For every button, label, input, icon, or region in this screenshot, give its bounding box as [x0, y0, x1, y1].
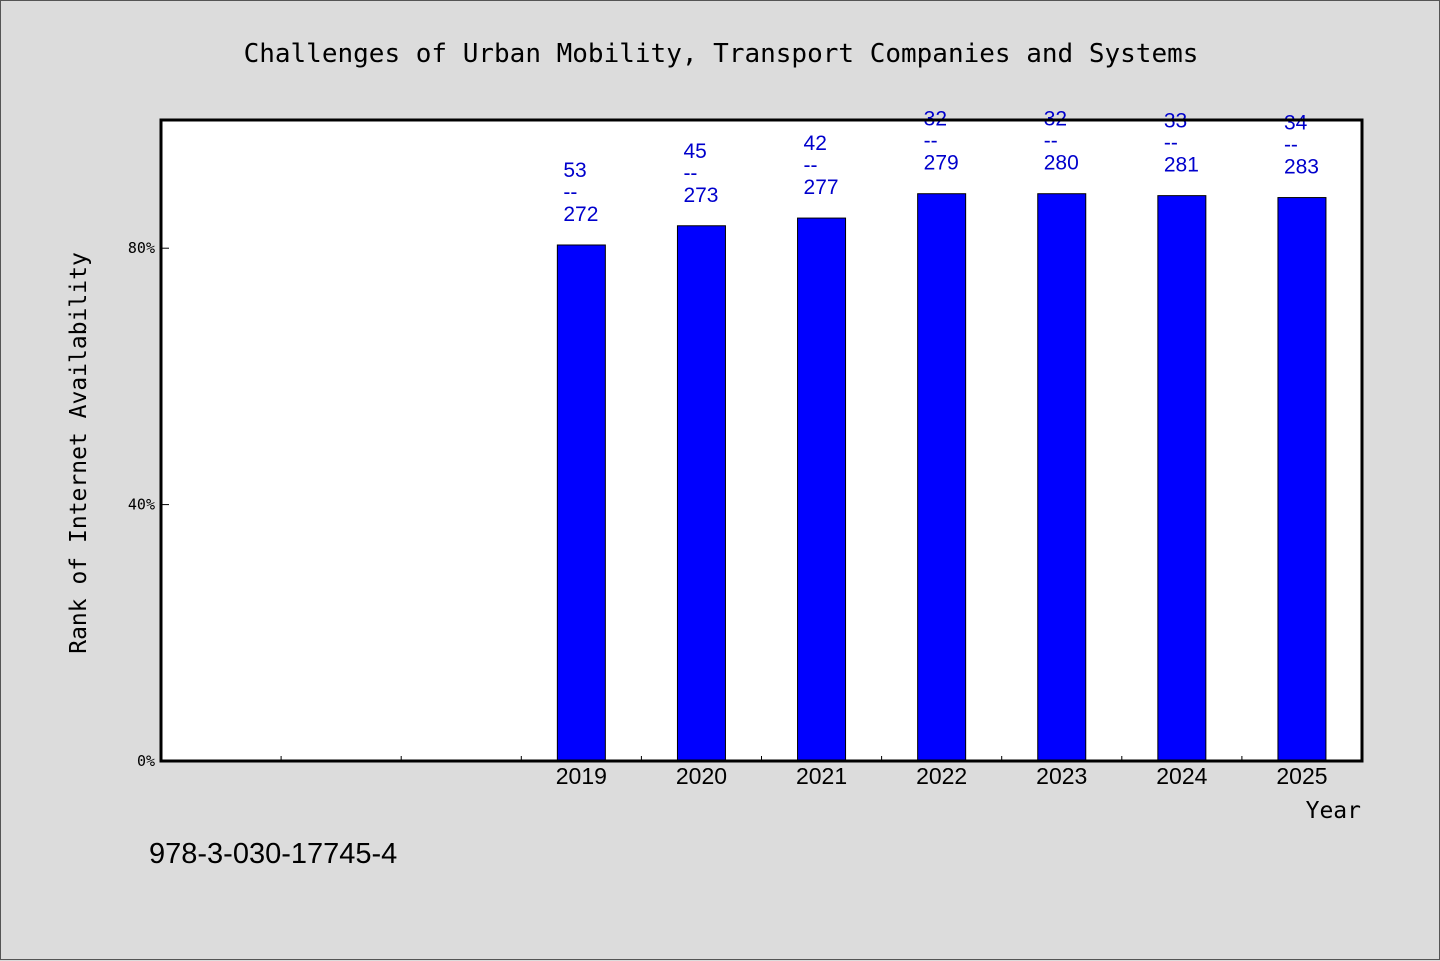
y-tick-label: 80%	[128, 239, 155, 257]
data-label: --	[563, 181, 577, 204]
x-tick-label: 2020	[676, 763, 727, 789]
x-tick-label: 2019	[556, 763, 607, 789]
data-label: --	[804, 154, 818, 177]
data-label: --	[1044, 130, 1058, 153]
y-tick-label: 0%	[137, 752, 155, 770]
data-label: 279	[924, 152, 959, 175]
data-label: 281	[1164, 154, 1199, 177]
data-label: 272	[563, 203, 598, 226]
bar	[556, 244, 606, 762]
data-label: 273	[683, 184, 718, 207]
data-label: 42	[804, 132, 827, 155]
bar	[1277, 197, 1327, 762]
bar	[1037, 193, 1087, 762]
x-tick-label: 2025	[1276, 763, 1327, 789]
bar	[676, 225, 726, 762]
bar	[797, 217, 847, 762]
data-label: --	[1164, 132, 1178, 155]
chart-title: Challenges of Urban Mobility, Transport …	[244, 39, 1199, 69]
data-label: --	[924, 130, 938, 153]
bar	[917, 193, 967, 762]
data-label: 53	[563, 159, 586, 182]
data-label: 283	[1284, 156, 1319, 179]
data-label: 34	[1284, 112, 1308, 135]
x-tick-label: 2023	[1036, 763, 1087, 789]
data-label: 280	[1044, 152, 1079, 175]
plot-border	[159, 118, 1364, 763]
footnote-isbn: 978-3-030-17745-4	[149, 838, 397, 870]
data-label: --	[1284, 134, 1298, 157]
y-tick-label: 40%	[128, 496, 155, 514]
x-tick-label: 2024	[1156, 763, 1207, 789]
x-tick-label: 2021	[796, 763, 847, 789]
data-label: --	[683, 162, 697, 185]
bar	[1157, 195, 1207, 762]
x-tick-label: 2022	[916, 763, 967, 789]
chart-marks: 0%40%80%53--272201945--273202042--277202…	[128, 108, 1328, 789]
x-axis-label: Year	[1306, 798, 1361, 824]
data-label: 277	[804, 176, 839, 199]
data-label: 45	[683, 140, 706, 163]
y-axis-label: Rank of Internet Availability	[66, 252, 92, 654]
